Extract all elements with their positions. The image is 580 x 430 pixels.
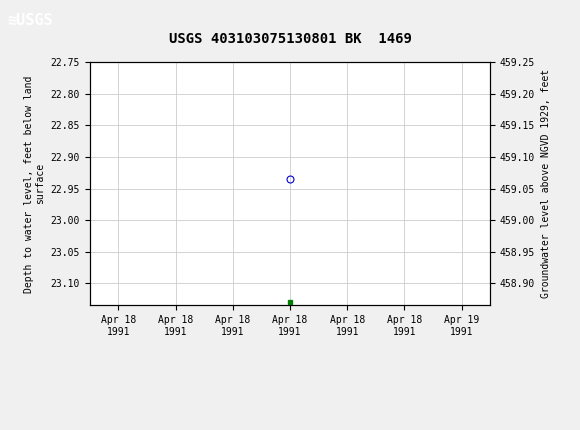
Y-axis label: Groundwater level above NGVD 1929, feet: Groundwater level above NGVD 1929, feet	[541, 69, 550, 298]
Text: USGS 403103075130801 BK  1469: USGS 403103075130801 BK 1469	[169, 32, 411, 46]
Y-axis label: Depth to water level, feet below land
surface: Depth to water level, feet below land su…	[24, 75, 45, 292]
Text: ≋USGS: ≋USGS	[7, 13, 53, 28]
